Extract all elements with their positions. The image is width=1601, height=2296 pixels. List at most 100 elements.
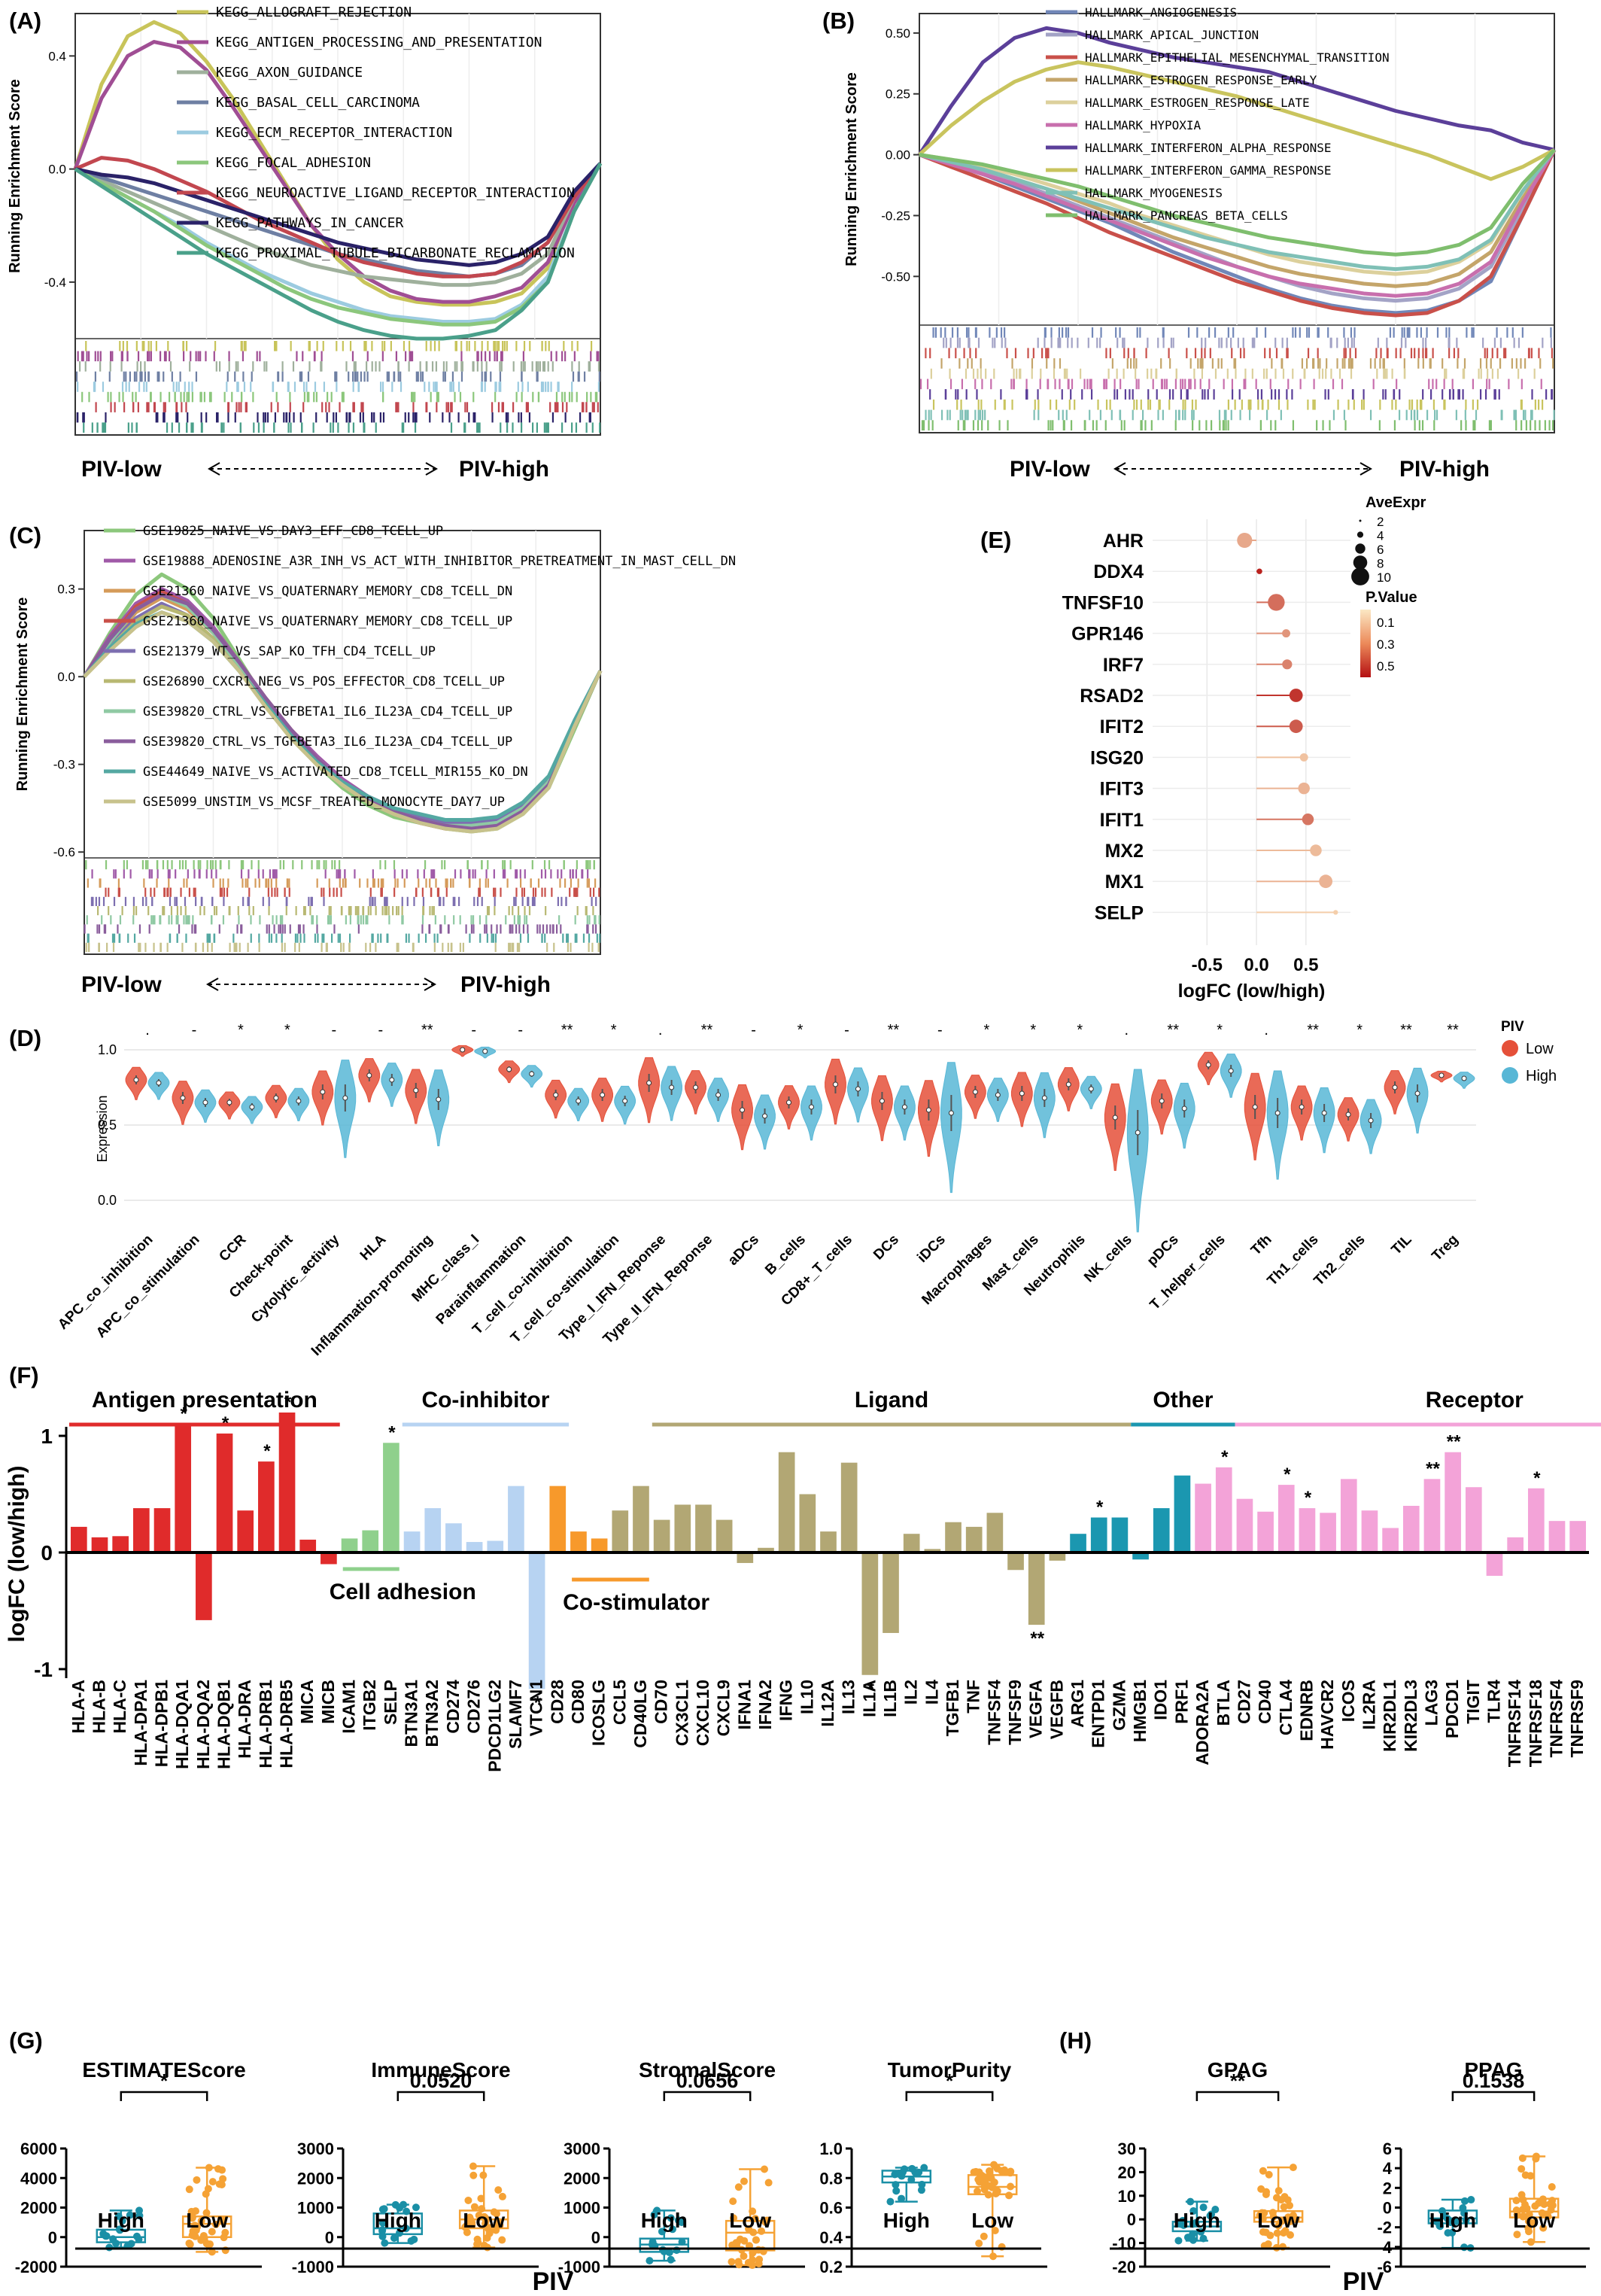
logfc-bar	[986, 1513, 1004, 1552]
gene-label: TIGIT	[1463, 1680, 1483, 1724]
gene-label: CXCL9	[714, 1680, 734, 1736]
panel-label-g: (G)	[9, 2027, 43, 2054]
violin-median	[436, 1096, 442, 1102]
gene-label: CD28	[547, 1680, 567, 1724]
enrichment-curve	[919, 149, 1557, 318]
y-tick-label: 0	[1127, 2210, 1136, 2229]
gene-label: BTLA	[1214, 1680, 1233, 1726]
significance-mark: .	[658, 1022, 663, 1039]
boxplot-panel-g: 6000 4000 2000 0 -2000 ESTIMATEScore High Low * 3…	[15, 2058, 1047, 2296]
gene-label: HLA-A	[68, 1680, 88, 1734]
data-point	[1007, 2182, 1015, 2191]
data-point	[678, 2238, 686, 2246]
gene-label: LAG3	[1421, 1680, 1441, 1726]
logfc-bar	[133, 1508, 150, 1552]
significance-label: *	[160, 2069, 169, 2092]
y-tick-label: 1.0	[98, 1042, 117, 1057]
data-point	[378, 2227, 387, 2235]
violin-median	[1088, 1086, 1094, 1092]
violin-median	[1274, 1110, 1280, 1116]
gene-label: TNFRSF18	[1526, 1680, 1545, 1768]
logfc-bar	[1277, 1485, 1295, 1552]
gene-dot	[1298, 782, 1310, 795]
group-label: Low	[1257, 2209, 1299, 2232]
y-tick-label: 0.0	[98, 1193, 117, 1208]
gene-dot	[1289, 719, 1303, 734]
data-point	[214, 2165, 223, 2173]
legend-label: Low	[1526, 1041, 1554, 1057]
data-point	[1460, 2197, 1469, 2205]
significance-mark: *	[983, 1022, 989, 1039]
logfc-bar	[965, 1526, 983, 1552]
data-point	[1467, 2196, 1475, 2204]
logfc-bar	[1320, 1513, 1336, 1552]
data-point	[407, 2237, 415, 2245]
violin-median	[1414, 1090, 1420, 1096]
x-tick-label: 0.0	[1244, 955, 1268, 975]
data-point	[1517, 2165, 1526, 2173]
data-point	[1174, 2237, 1183, 2245]
group-label: Low	[463, 2209, 505, 2232]
category-label: Parainflammation	[433, 1232, 530, 1328]
subplot-title: GPAG	[1208, 2058, 1268, 2082]
violin-median	[972, 1089, 978, 1095]
gene-label: IDO1	[1151, 1680, 1171, 1720]
data-point	[1268, 2209, 1277, 2217]
data-point	[473, 2240, 482, 2249]
logfc-bar	[1257, 1511, 1274, 1552]
violin-median	[296, 1098, 302, 1104]
gene-label: KIR2DL1	[1380, 1680, 1399, 1752]
logfc-bar	[1402, 1506, 1420, 1552]
data-point	[1005, 2191, 1013, 2200]
violin-median	[1438, 1072, 1445, 1078]
data-point	[977, 2171, 986, 2179]
logfc-bar	[1007, 1552, 1024, 1571]
gene-label: ICOS	[1338, 1680, 1358, 1722]
gene-label: CXCL10	[693, 1680, 712, 1746]
logfc-bar	[840, 1462, 858, 1552]
gene-label: DDX4	[1093, 561, 1144, 582]
data-point	[907, 2176, 916, 2184]
logfc-bar	[1049, 1552, 1066, 1561]
logfc-bar	[1423, 1479, 1441, 1552]
enrichment-curve	[73, 20, 602, 307]
y-tick-label: -2000	[15, 2258, 57, 2276]
logfc-bar	[633, 1486, 649, 1552]
gene-label: HLA-DRB1	[256, 1680, 275, 1768]
logfc-bar	[153, 1508, 171, 1552]
legend-label: KEGG_PATHWAYS_IN_CANCER	[216, 215, 403, 231]
gene-label: TNFSF9	[1005, 1680, 1025, 1745]
color-legend-label: 0.3	[1377, 637, 1395, 652]
logfc-bar	[1569, 1521, 1586, 1552]
data-point	[1541, 2210, 1549, 2218]
data-point	[1189, 2220, 1197, 2228]
logfc-bar	[71, 1526, 87, 1552]
direction-left-label: PIV-low	[1010, 457, 1090, 482]
gene-label: IL13	[839, 1680, 858, 1714]
data-point	[1258, 2209, 1266, 2217]
violin-median	[320, 1089, 326, 1095]
significance-bracket	[396, 2091, 485, 2101]
logfc-bar	[653, 1519, 670, 1552]
data-point	[1547, 2206, 1555, 2214]
gene-dot	[1268, 594, 1285, 611]
color-legend-label: 0.5	[1377, 659, 1395, 674]
y-tick-label: -0.3	[53, 758, 75, 772]
legend-label: KEGG_PROXIMAL_TUBULE_BICARBONATE_RECLAMA…	[216, 245, 575, 261]
logfc-bar	[1486, 1552, 1503, 1576]
significance-star: *	[1221, 1447, 1229, 1467]
y-tick-label: 0.6	[819, 2199, 843, 2218]
data-point	[1257, 2185, 1265, 2193]
group-label: Low	[1513, 2209, 1555, 2232]
arrow-head-left	[207, 462, 220, 476]
data-point	[975, 2240, 983, 2248]
logfc-bar	[278, 1413, 296, 1552]
data-point	[464, 2197, 472, 2204]
gene-label: GPR146	[1071, 624, 1144, 645]
legend-label: GSE39820_CTRL_VS_TGFBETA3_IL6_IL23A_CD4_…	[143, 734, 512, 750]
enrichment-curve	[74, 162, 602, 287]
legend-dot	[1502, 1040, 1518, 1057]
y-tick-label: 0	[591, 2228, 600, 2247]
gene-label: CD40	[1255, 1680, 1274, 1724]
significance-star: *	[388, 1422, 396, 1443]
